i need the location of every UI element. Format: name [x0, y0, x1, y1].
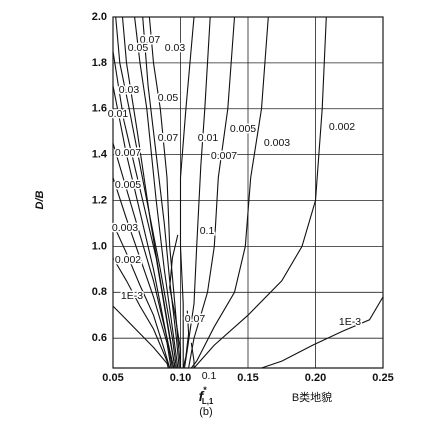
contour-label: 0.03 [119, 84, 140, 96]
contour-line [142, 16, 180, 369]
contour-label: 0.01 [198, 132, 219, 144]
contour-line [190, 16, 269, 369]
contour-line [179, 16, 195, 368]
x-label-sub: L,1 [202, 397, 214, 406]
contour-line [112, 257, 171, 369]
x-tick-label: 0.05 [102, 372, 123, 384]
y-tick-label: 0.6 [92, 332, 107, 344]
x-tick-label: 0.25 [372, 372, 393, 384]
contour-line [183, 16, 211, 369]
contour-line [112, 143, 173, 369]
y-tick-label: 1.0 [92, 240, 107, 252]
contour-label: 0.05 [158, 92, 179, 104]
contour-label: 0.005 [230, 123, 256, 135]
contour-line [115, 16, 177, 369]
terrain-label: B类地貌 [292, 390, 332, 404]
x-tick-label: 0.10 [170, 372, 191, 384]
contour-label: 0.05 [128, 42, 149, 54]
contour-label: 0.003 [264, 137, 290, 149]
contour-line [193, 16, 327, 369]
contour-label: 0.1 [202, 370, 217, 382]
contour-line [112, 305, 169, 369]
contour-line [112, 177, 172, 369]
contour-label: 0.03 [165, 42, 186, 54]
contour-line [112, 223, 171, 369]
y-tick-label: 1.8 [92, 57, 107, 69]
y-tick-label: 1.6 [92, 103, 107, 115]
contour-line [134, 16, 179, 369]
x-tick-label: 0.20 [305, 372, 326, 384]
caption: (b) [199, 406, 212, 418]
contour-label: 0.002 [329, 121, 355, 133]
contour-label: 0.1 [200, 225, 215, 237]
contour-line [190, 342, 195, 368]
y-tick-label: 1.4 [92, 149, 108, 161]
contour-label: 0.002 [115, 254, 141, 266]
contour-line [188, 16, 236, 369]
contour-label: 0.007 [211, 150, 237, 162]
contour-label: 0.005 [115, 179, 141, 191]
contour-label: 0.07 [185, 313, 206, 325]
x-label-main: f [199, 388, 205, 404]
contour-line [169, 234, 182, 368]
contour-line [182, 310, 190, 369]
contour-label: 0.01 [108, 108, 129, 120]
contour-line [261, 296, 384, 369]
contour-label: 0.003 [112, 222, 138, 234]
x-tick-label: 0.15 [237, 372, 258, 384]
contour-label: 0.007 [115, 147, 141, 159]
x-axis-label: f* L,1 [199, 385, 214, 406]
y-tick-label: 2.0 [92, 11, 107, 23]
contour-label: 1E-3 [121, 290, 143, 302]
y-tick-label: 1.2 [92, 194, 107, 206]
contour-label: 0.07 [140, 34, 161, 46]
y-tick-label: 0.8 [92, 286, 107, 298]
contour-label: 0.07 [158, 132, 179, 144]
y-axis-label: D/B [34, 190, 46, 209]
contour-label: 1E-3 [339, 316, 361, 328]
contour-line [112, 51, 176, 369]
x-label-sup: * [203, 385, 207, 395]
